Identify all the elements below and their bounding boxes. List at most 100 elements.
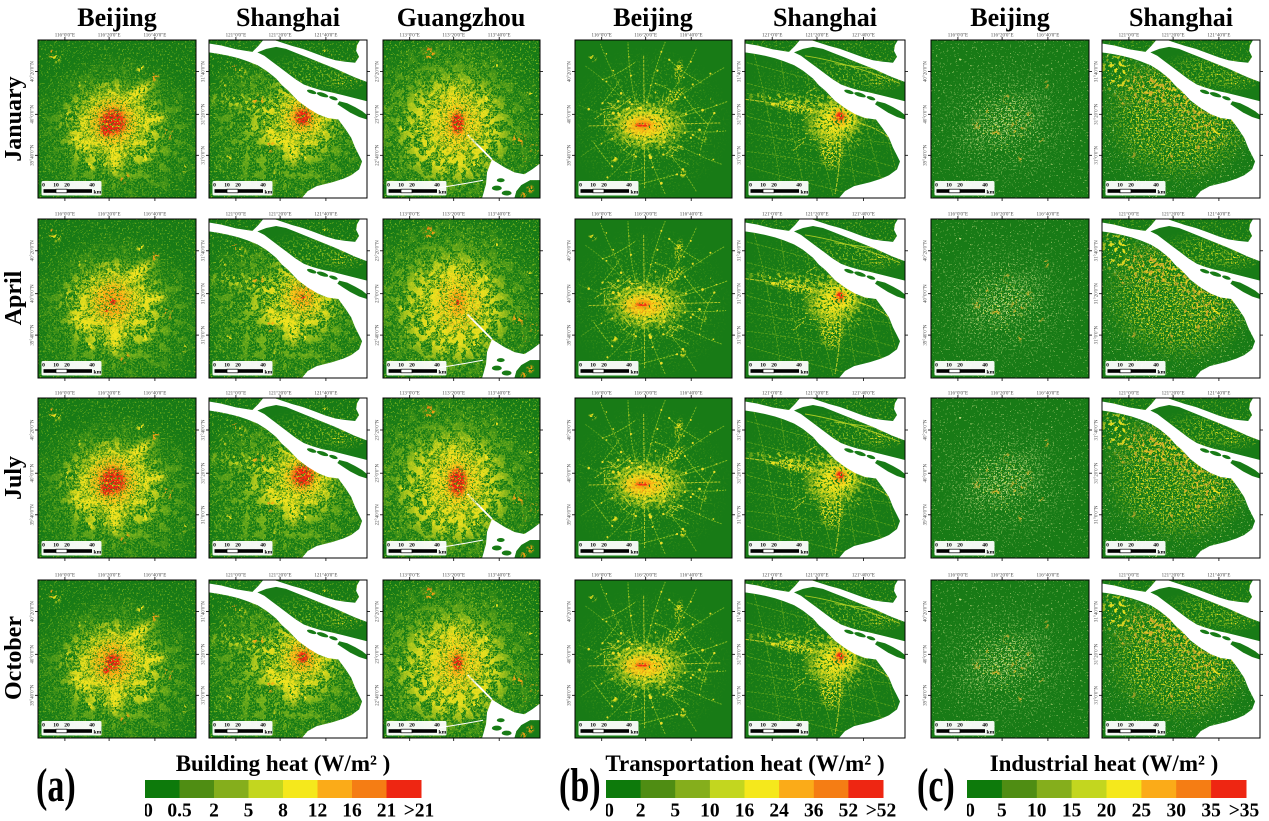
svg-text:31°0'0"N: 31°0'0"N <box>202 505 207 524</box>
svg-text:116°40'0"E: 116°40'0"E <box>680 392 703 397</box>
svg-text:0: 0 <box>935 543 938 549</box>
svg-text:0: 0 <box>579 723 582 729</box>
svg-text:10: 10 <box>700 801 720 821</box>
svg-text:121°0'0"E: 121°0'0"E <box>226 213 247 218</box>
svg-text:23°0'0"N: 23°0'0"N <box>376 105 381 124</box>
svg-text:116°0'0"E: 116°0'0"E <box>948 213 968 218</box>
svg-text:km: km <box>265 189 273 195</box>
svg-text:20: 20 <box>771 723 777 729</box>
svg-text:10: 10 <box>1027 801 1047 821</box>
svg-text:0: 0 <box>579 183 582 189</box>
svg-text:km: km <box>987 549 995 555</box>
svg-text:116°0'0"E: 116°0'0"E <box>592 392 612 397</box>
svg-text:0: 0 <box>42 723 45 729</box>
svg-text:20: 20 <box>64 543 70 549</box>
svg-text:0: 0 <box>749 543 752 549</box>
svg-text:121°0'0"E: 121°0'0"E <box>226 574 247 579</box>
svg-text:23°0'0"N: 23°0'0"N <box>376 464 381 483</box>
svg-text:40: 40 <box>434 723 440 729</box>
svg-text:10: 10 <box>224 363 230 369</box>
svg-text:40°20'0"N: 40°20'0"N <box>924 61 929 82</box>
svg-text:23°0'0"N: 23°0'0"N <box>376 645 381 664</box>
svg-text:31°40'0"N: 31°40'0"N <box>1095 601 1100 622</box>
svg-text:km: km <box>439 189 447 195</box>
svg-text:0: 0 <box>387 543 390 549</box>
svg-text:40°20'0"N: 40°20'0"N <box>31 601 36 622</box>
svg-text:121°20'0"E: 121°20'0"E <box>806 574 829 579</box>
svg-text:31°0'0"N: 31°0'0"N <box>202 686 207 705</box>
svg-text:113°40'0"E: 113°40'0"E <box>488 392 511 397</box>
svg-text:40: 40 <box>1153 183 1159 189</box>
svg-text:113°0'0"E: 113°0'0"E <box>400 574 420 579</box>
svg-text:116°40'0"E: 116°40'0"E <box>1036 574 1059 579</box>
svg-text:22°40'0"N: 22°40'0"N <box>376 144 381 165</box>
svg-text:116°40'0"E: 116°40'0"E <box>143 34 166 39</box>
svg-text:40°0'0"N: 40°0'0"N <box>568 464 573 483</box>
svg-text:0: 0 <box>1106 183 1109 189</box>
svg-text:121°20'0"E: 121°20'0"E <box>1162 34 1185 39</box>
svg-text:40: 40 <box>982 363 988 369</box>
svg-text:121°0'0"E: 121°0'0"E <box>1119 213 1140 218</box>
svg-text:113°40'0"E: 113°40'0"E <box>488 213 511 218</box>
svg-text:40: 40 <box>89 543 95 549</box>
svg-text:39°40'0"N: 39°40'0"N <box>924 684 929 705</box>
svg-text:km: km <box>439 549 447 555</box>
svg-text:121°0'0"E: 121°0'0"E <box>762 34 783 39</box>
svg-text:116°0'0"E: 116°0'0"E <box>592 34 612 39</box>
svg-text:39°40'0"N: 39°40'0"N <box>31 324 36 345</box>
svg-text:31°40'0"N: 31°40'0"N <box>738 419 743 440</box>
svg-text:0: 0 <box>967 801 975 821</box>
svg-text:23°20'0"N: 23°20'0"N <box>376 61 381 82</box>
svg-text:121°0'0"E: 121°0'0"E <box>1119 392 1140 397</box>
svg-text:20: 20 <box>235 723 241 729</box>
svg-text:2: 2 <box>209 801 219 821</box>
svg-text:km: km <box>265 729 273 735</box>
svg-text:0: 0 <box>387 363 390 369</box>
svg-text:10: 10 <box>398 723 404 729</box>
svg-text:31°40'0"N: 31°40'0"N <box>1095 240 1100 261</box>
svg-text:20: 20 <box>601 723 607 729</box>
svg-text:31°40'0"N: 31°40'0"N <box>202 61 207 82</box>
svg-text:40°20'0"N: 40°20'0"N <box>568 601 573 622</box>
svg-text:40°20'0"N: 40°20'0"N <box>568 61 573 82</box>
svg-text:116°20'0"E: 116°20'0"E <box>634 392 657 397</box>
svg-text:40: 40 <box>626 723 632 729</box>
svg-text:31°0'0"N: 31°0'0"N <box>1095 505 1100 524</box>
svg-text:31°20'0"N: 31°20'0"N <box>202 462 207 483</box>
svg-text:40: 40 <box>1153 363 1159 369</box>
svg-text:23°20'0"N: 23°20'0"N <box>376 601 381 622</box>
svg-text:24: 24 <box>769 801 789 821</box>
svg-text:31°20'0"N: 31°20'0"N <box>738 643 743 664</box>
svg-text:40°0'0"N: 40°0'0"N <box>31 105 36 124</box>
svg-text:km: km <box>1158 369 1166 375</box>
svg-text:40°20'0"N: 40°20'0"N <box>924 240 929 261</box>
svg-text:116°20'0"E: 116°20'0"E <box>98 213 121 218</box>
svg-text:20: 20 <box>235 543 241 549</box>
svg-text:39°40'0"N: 39°40'0"N <box>31 504 36 525</box>
svg-text:40: 40 <box>796 363 802 369</box>
svg-text:39°40'0"N: 39°40'0"N <box>924 324 929 345</box>
svg-text:10: 10 <box>760 363 766 369</box>
svg-text:116°20'0"E: 116°20'0"E <box>991 34 1014 39</box>
svg-text:10: 10 <box>946 183 952 189</box>
svg-text:10: 10 <box>398 363 404 369</box>
svg-text:0: 0 <box>42 183 45 189</box>
svg-text:km: km <box>1158 729 1166 735</box>
svg-text:113°20'0"E: 113°20'0"E <box>442 574 465 579</box>
svg-text:121°20'0"E: 121°20'0"E <box>269 213 292 218</box>
svg-text:20: 20 <box>64 183 70 189</box>
svg-text:20: 20 <box>409 183 415 189</box>
svg-text:31°20'0"N: 31°20'0"N <box>738 462 743 483</box>
svg-text:>21: >21 <box>404 801 435 821</box>
svg-text:40: 40 <box>1153 723 1159 729</box>
svg-text:40°20'0"N: 40°20'0"N <box>31 61 36 82</box>
svg-text:20: 20 <box>601 363 607 369</box>
svg-text:10: 10 <box>590 723 596 729</box>
svg-text:116°0'0"E: 116°0'0"E <box>55 34 75 39</box>
svg-text:20: 20 <box>409 363 415 369</box>
svg-text:10: 10 <box>53 363 59 369</box>
svg-text:121°40'0"E: 121°40'0"E <box>1207 392 1230 397</box>
svg-text:116°0'0"E: 116°0'0"E <box>948 392 968 397</box>
svg-text:10: 10 <box>1117 543 1123 549</box>
svg-text:10: 10 <box>946 363 952 369</box>
